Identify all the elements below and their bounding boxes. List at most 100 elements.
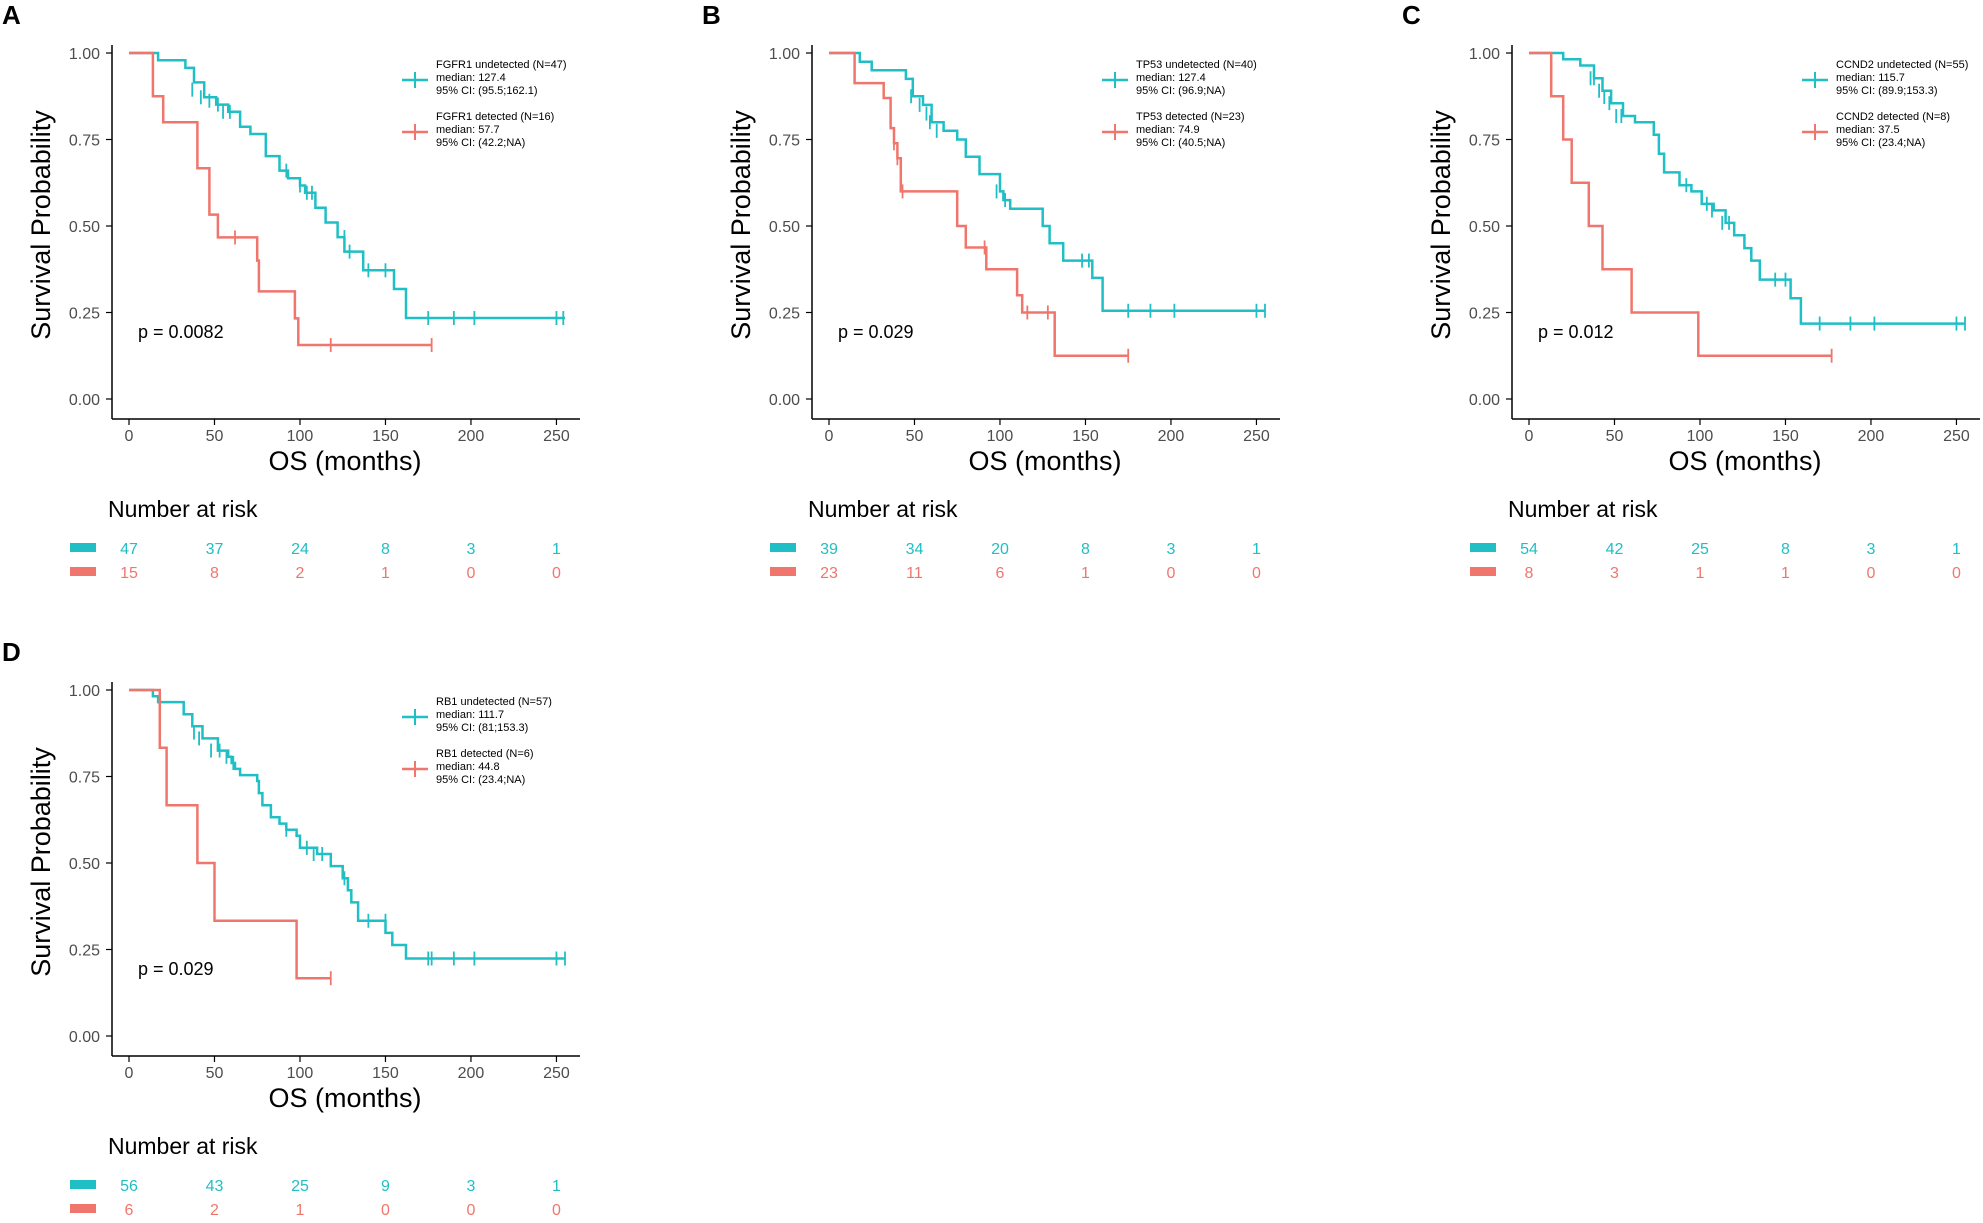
y-axis-title: Survival Probability: [26, 747, 56, 977]
risk-count: 3: [467, 1178, 476, 1195]
y-tick-label: 0.00: [69, 1029, 100, 1046]
legend-text: CCND2 undetected (N=55): [1836, 59, 1968, 71]
risk-count: 8: [1781, 541, 1790, 558]
risk-count: 3: [1867, 541, 1876, 558]
risk-count: 47: [120, 541, 138, 558]
risk-count: 24: [291, 541, 309, 558]
legend-text: median: 44.8: [436, 761, 500, 773]
x-axis-title: OS (months): [968, 446, 1121, 476]
risk-count: 23: [820, 565, 838, 582]
risk-count: 9: [381, 1178, 390, 1195]
risk-count: 8: [210, 565, 219, 582]
risk-count: 8: [1081, 541, 1090, 558]
y-tick-label: 0.00: [769, 392, 800, 409]
y-tick-label: 0.50: [69, 219, 100, 236]
y-tick-label: 0.50: [1469, 219, 1500, 236]
risk-color-key: [770, 567, 796, 576]
y-tick-label: 0.75: [769, 133, 800, 150]
legend-text: 95% CI: (96.9;NA): [1136, 85, 1225, 97]
risk-color-key: [1470, 567, 1496, 576]
panel-letter: C: [1402, 0, 1421, 30]
x-tick-label: 0: [125, 1065, 134, 1082]
legend-text: 95% CI: (81;153.3): [436, 722, 528, 734]
risk-color-key: [70, 567, 96, 576]
risk-count: 56: [120, 1178, 138, 1195]
x-tick-label: 250: [1943, 428, 1970, 445]
y-tick-label: 0.25: [69, 943, 100, 960]
legend-text: RB1 detected (N=6): [436, 748, 534, 760]
risk-count: 0: [552, 1202, 561, 1218]
x-tick-label: 50: [206, 1065, 224, 1082]
risk-count: 2: [210, 1202, 219, 1218]
risk-color-key: [70, 543, 96, 552]
series-undetected: [1529, 51, 1966, 331]
x-tick-label: 150: [1072, 428, 1099, 445]
risk-count: 1: [296, 1202, 305, 1218]
panel-a: A0.000.250.500.751.000 50 100 150 200 250Surv…: [2, 0, 580, 582]
p-value: p = 0.012: [1538, 322, 1614, 342]
risk-table-title: Number at risk: [108, 496, 258, 522]
x-axis-title: OS (months): [268, 446, 421, 476]
panel-d: D0.000.250.500.751.000 50 100 150 200 250Surv…: [2, 637, 580, 1219]
survival-curve: [129, 688, 565, 960]
risk-count: 25: [291, 1178, 309, 1195]
x-axis-title: OS (months): [1668, 446, 1821, 476]
legend-text: median: 115.7: [1836, 72, 1905, 84]
survival-curve: [129, 51, 432, 347]
risk-count: 34: [906, 541, 924, 558]
legend-text: median: 57.7: [436, 124, 500, 136]
legend-text: median: 127.4: [436, 72, 506, 84]
risk-count: 43: [206, 1178, 224, 1195]
survival-curve: [1529, 51, 1832, 358]
risk-count: 20: [991, 541, 1009, 558]
y-tick-label: 0.00: [69, 392, 100, 409]
x-tick-label: 50: [906, 428, 924, 445]
x-tick-label: 0: [1525, 428, 1534, 445]
risk-count: 1: [1781, 565, 1790, 582]
risk-count: 1: [1081, 565, 1090, 582]
legend-text: 95% CI: (42.2;NA): [436, 137, 525, 149]
x-tick-label: 150: [372, 1065, 399, 1082]
legend-text: median: 127.4: [1136, 72, 1206, 84]
risk-count: 42: [1606, 541, 1624, 558]
risk-count: 3: [1167, 541, 1176, 558]
y-tick-label: 0.25: [69, 306, 100, 323]
series-undetected: [829, 51, 1266, 318]
legend-text: median: 37.5: [1836, 124, 1900, 136]
risk-count: 37: [206, 541, 224, 558]
y-tick-label: 1.00: [769, 46, 800, 63]
survival-curve: [1529, 51, 1965, 325]
risk-count: 39: [820, 541, 838, 558]
y-axis-title: Survival Probability: [26, 110, 56, 340]
legend-text: 95% CI: (89.9;153.3): [1836, 85, 1938, 97]
legend-text: TP53 detected (N=23): [1136, 111, 1245, 123]
series-undetected: [129, 51, 565, 326]
risk-table-title: Number at risk: [108, 1133, 258, 1159]
x-tick-label: 50: [1606, 428, 1624, 445]
p-value: p = 0.029: [838, 322, 914, 342]
legend-text: median: 111.7: [436, 709, 504, 721]
legend-text: FGFR1 detected (N=16): [436, 111, 554, 123]
risk-count: 6: [996, 565, 1005, 582]
risk-count: 1: [1952, 541, 1961, 558]
series-detected: [1529, 51, 1833, 363]
x-tick-label: 200: [458, 1065, 485, 1082]
legend-text: FGFR1 undetected (N=47): [436, 59, 567, 71]
legend-text: CCND2 detected (N=8): [1836, 111, 1950, 123]
y-tick-label: 1.00: [69, 683, 100, 700]
x-tick-label: 200: [1158, 428, 1185, 445]
x-tick-label: 250: [1243, 428, 1270, 445]
risk-count: 8: [381, 541, 390, 558]
x-tick-label: 0: [125, 428, 134, 445]
risk-count: 0: [381, 1202, 390, 1218]
x-tick-label: 150: [372, 428, 399, 445]
risk-count: 25: [1691, 541, 1709, 558]
survival-curve: [129, 51, 565, 320]
risk-table-title: Number at risk: [1508, 496, 1658, 522]
risk-color-key: [770, 543, 796, 552]
risk-color-key: [70, 1180, 96, 1189]
risk-color-key: [70, 1204, 96, 1213]
legend-text: RB1 undetected (N=57): [436, 696, 552, 708]
